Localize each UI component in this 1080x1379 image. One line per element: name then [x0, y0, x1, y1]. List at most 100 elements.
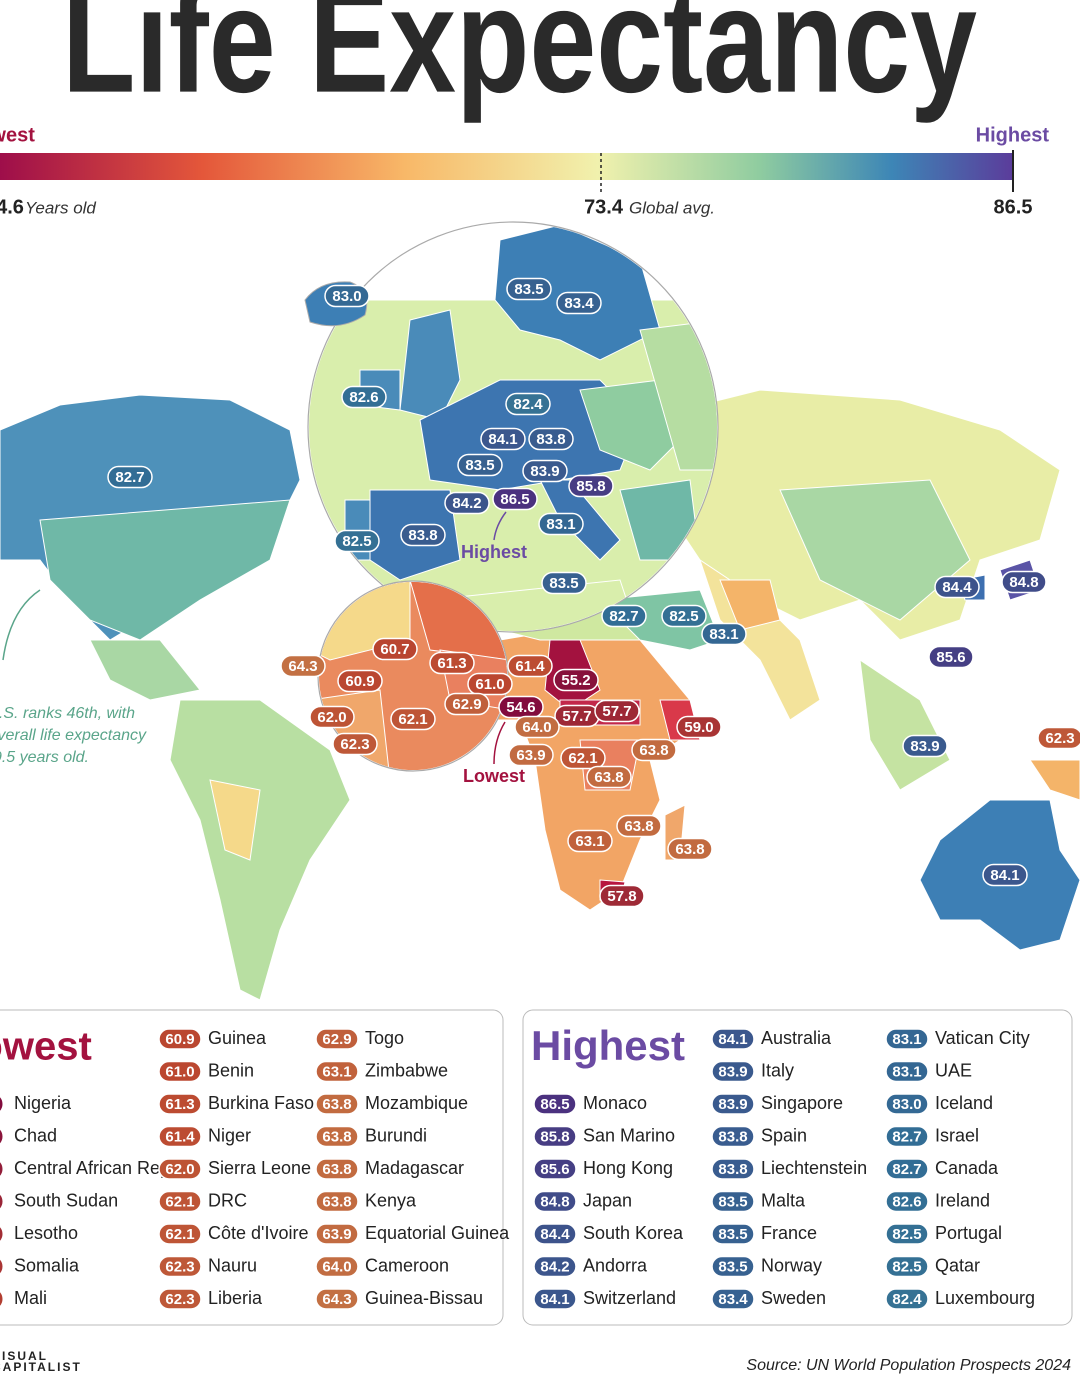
us-note-line: of 79.5 years old. [0, 749, 89, 766]
value-badge [480, 427, 526, 451]
scale-low-unit: Years old [25, 198, 96, 217]
lowest-note: Lowest [463, 766, 525, 786]
country-name: Sweden [761, 1288, 826, 1308]
value-label: 83.8 [718, 1128, 747, 1145]
value-label: 82.5 [892, 1226, 921, 1243]
value-badge [315, 1060, 359, 1083]
value-badge [508, 743, 554, 767]
value-badge [315, 1158, 359, 1180]
value-badge [701, 622, 747, 646]
country-name: Lesotho [14, 1223, 78, 1243]
value-label: 83.5 [514, 281, 543, 298]
value-badge [341, 385, 387, 409]
value-badge [315, 1125, 359, 1148]
country-name: South Korea [583, 1223, 684, 1243]
country-name: Luxembourg [935, 1288, 1035, 1308]
value-badge [505, 392, 551, 416]
value-badge [514, 715, 560, 739]
value-label: 55.2 [561, 672, 590, 689]
value-label: 83.9 [530, 463, 559, 480]
highest-note: Highest [461, 542, 527, 562]
value-label: 85.6 [540, 1161, 569, 1178]
value-badge [533, 1288, 577, 1310]
value-label: 84.8 [1009, 574, 1038, 591]
country-name: Niger [208, 1125, 251, 1145]
value-label: 83.5 [549, 575, 578, 592]
value-badge [594, 699, 640, 723]
country-name: Japan [583, 1190, 632, 1210]
country-name: Somalia [14, 1255, 80, 1275]
value-badge [885, 1223, 929, 1245]
value-badge [711, 1028, 755, 1050]
country-name: Togo [365, 1028, 404, 1048]
country-name: Liberia [208, 1288, 263, 1308]
country-name: Guinea-Bissau [365, 1288, 483, 1308]
value-badge [158, 1255, 202, 1278]
cropped-badge [0, 1225, 4, 1243]
value-badge [667, 837, 713, 861]
value-badge [158, 1223, 202, 1245]
value-label: 63.8 [322, 1193, 351, 1210]
value-label: 62.1 [165, 1193, 194, 1210]
scale-avg-unit: Global avg. [629, 198, 715, 217]
value-label: 64.0 [322, 1258, 351, 1275]
value-label: 62.3 [1045, 730, 1074, 747]
value-label: 83.8 [536, 431, 565, 448]
value-label: 82.5 [669, 608, 698, 625]
value-badge [553, 668, 599, 692]
value-label: 83.1 [709, 626, 738, 643]
value-label: 83.8 [718, 1161, 747, 1178]
country-name: Cameroon [365, 1255, 449, 1275]
value-badge [711, 1255, 755, 1278]
value-label: 84.1 [540, 1291, 569, 1308]
value-label: 64.3 [322, 1291, 351, 1308]
value-badge [158, 1190, 202, 1213]
country-name: Spain [761, 1125, 807, 1145]
country-name: Mozambique [365, 1093, 468, 1113]
lowest-arrow [493, 721, 506, 765]
value-label: 62.1 [165, 1226, 194, 1243]
value-badge [158, 1028, 202, 1050]
country-name: Kenya [365, 1190, 417, 1210]
value-badge [902, 734, 948, 758]
value-badge [334, 529, 380, 553]
value-badge [711, 1158, 755, 1180]
value-badge [928, 645, 974, 669]
value-badge [541, 571, 587, 595]
highest-title: Highest [531, 1022, 685, 1069]
value-badge [599, 884, 645, 908]
value-badge [586, 765, 632, 789]
value-label: 85.8 [540, 1128, 569, 1145]
country-name: Australia [761, 1028, 832, 1048]
country-name: Chad [14, 1125, 57, 1145]
value-badge [568, 474, 614, 498]
value-label: 82.6 [892, 1193, 921, 1210]
value-label: 63.8 [322, 1096, 351, 1113]
scale-avg-value: 73.4 [584, 196, 624, 218]
value-badge [457, 453, 503, 477]
value-label: 82.4 [892, 1291, 922, 1308]
country-name: Canada [935, 1158, 999, 1178]
cropped-badge [0, 1128, 4, 1145]
world-map [0, 389, 1080, 1001]
country-name: DRC [208, 1190, 247, 1210]
value-badge [885, 1255, 929, 1278]
value-badge [507, 654, 553, 678]
value-badge [556, 291, 602, 315]
value-label: 62.9 [452, 696, 481, 713]
value-badge [280, 654, 326, 678]
us-note-line: The U.S. ranks 46th, with [0, 705, 135, 722]
scale-high-label: Highest [976, 124, 1050, 146]
value-badge [372, 637, 418, 661]
country-name: Burkina Faso [208, 1093, 314, 1113]
value-badge [885, 1288, 929, 1310]
value-label: 86.5 [540, 1096, 569, 1113]
value-label: 61.0 [165, 1063, 194, 1080]
value-badge [444, 491, 490, 515]
highest-arrow [493, 511, 507, 541]
value-badge [885, 1158, 929, 1180]
value-badge [885, 1190, 929, 1213]
value-label: 57.7 [602, 703, 631, 720]
value-label: 63.8 [322, 1128, 351, 1145]
value-badge [885, 1028, 929, 1050]
